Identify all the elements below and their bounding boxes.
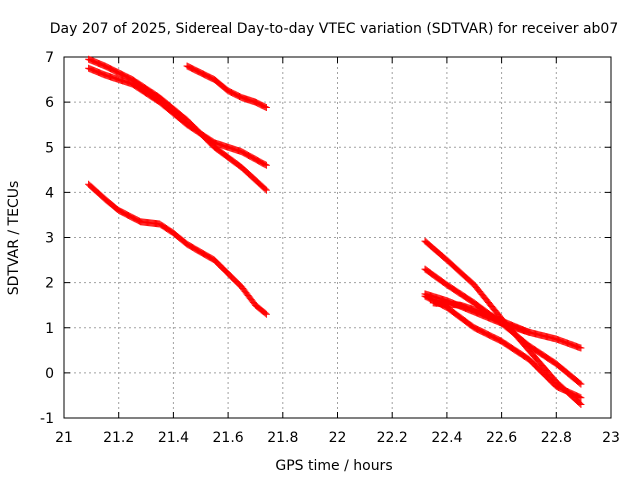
data-point-marker bbox=[576, 399, 584, 407]
y-axis-ticks: -1 0 1 2 3 4 5 6 7 bbox=[40, 50, 611, 427]
x-tick-label: 22.8 bbox=[541, 430, 572, 446]
x-tick-label: 21.2 bbox=[103, 430, 134, 446]
y-tick-label: 4 bbox=[45, 185, 54, 201]
x-tick-label: 21.8 bbox=[267, 430, 298, 446]
x-tick-label: 23 bbox=[602, 430, 620, 446]
x-tick-label: 22.2 bbox=[377, 430, 408, 446]
y-tick-label: 0 bbox=[45, 366, 54, 382]
data-point-marker bbox=[261, 309, 269, 317]
chart-title: Day 207 of 2025, Sidereal Day-to-day VTE… bbox=[50, 21, 619, 37]
data-point-marker bbox=[262, 104, 270, 112]
data-point-marker bbox=[577, 344, 585, 352]
data-point-marker bbox=[262, 161, 270, 169]
data-point-marker bbox=[576, 379, 584, 387]
x-tick-label: 21.4 bbox=[158, 430, 189, 446]
y-tick-label: 1 bbox=[45, 321, 54, 337]
x-tick-label: 22 bbox=[329, 430, 347, 446]
y-tick-label: 3 bbox=[45, 231, 54, 247]
x-axis-ticks: 21 21.2 21.4 21.6 21.8 22 22.2 22.4 22.6 22.8 23 bbox=[55, 57, 620, 446]
x-tick-label: 21 bbox=[55, 430, 73, 446]
grid-lines bbox=[64, 57, 611, 418]
series-track-2 bbox=[85, 64, 270, 169]
series-track-8 bbox=[421, 292, 585, 402]
series-track-4 bbox=[85, 180, 270, 318]
x-tick-label: 21.6 bbox=[213, 430, 244, 446]
data-point-marker bbox=[577, 400, 585, 408]
data-point-marker bbox=[262, 186, 270, 194]
y-tick-label: 5 bbox=[45, 140, 54, 156]
y-axis-label: SDTVAR / TECUs bbox=[6, 181, 22, 296]
series-track-9 bbox=[429, 299, 533, 336]
data-points bbox=[85, 55, 585, 408]
y-tick-label: 2 bbox=[45, 276, 54, 292]
data-point-marker bbox=[262, 310, 270, 318]
y-tick-label: 7 bbox=[45, 50, 54, 66]
y-tick-label: 6 bbox=[45, 95, 54, 111]
data-point-marker bbox=[577, 380, 585, 388]
data-point-marker bbox=[577, 394, 585, 402]
data-point-marker bbox=[261, 185, 269, 193]
series-track-3 bbox=[183, 62, 270, 112]
data-point-marker bbox=[525, 328, 533, 336]
data-point-marker bbox=[261, 161, 269, 169]
x-axis-label: GPS time / hours bbox=[275, 458, 392, 474]
y-tick-label: -1 bbox=[40, 411, 54, 427]
data-point-marker bbox=[261, 103, 269, 111]
x-tick-label: 22.4 bbox=[431, 430, 462, 446]
data-point-marker bbox=[576, 393, 584, 401]
x-tick-label: 22.6 bbox=[486, 430, 517, 446]
